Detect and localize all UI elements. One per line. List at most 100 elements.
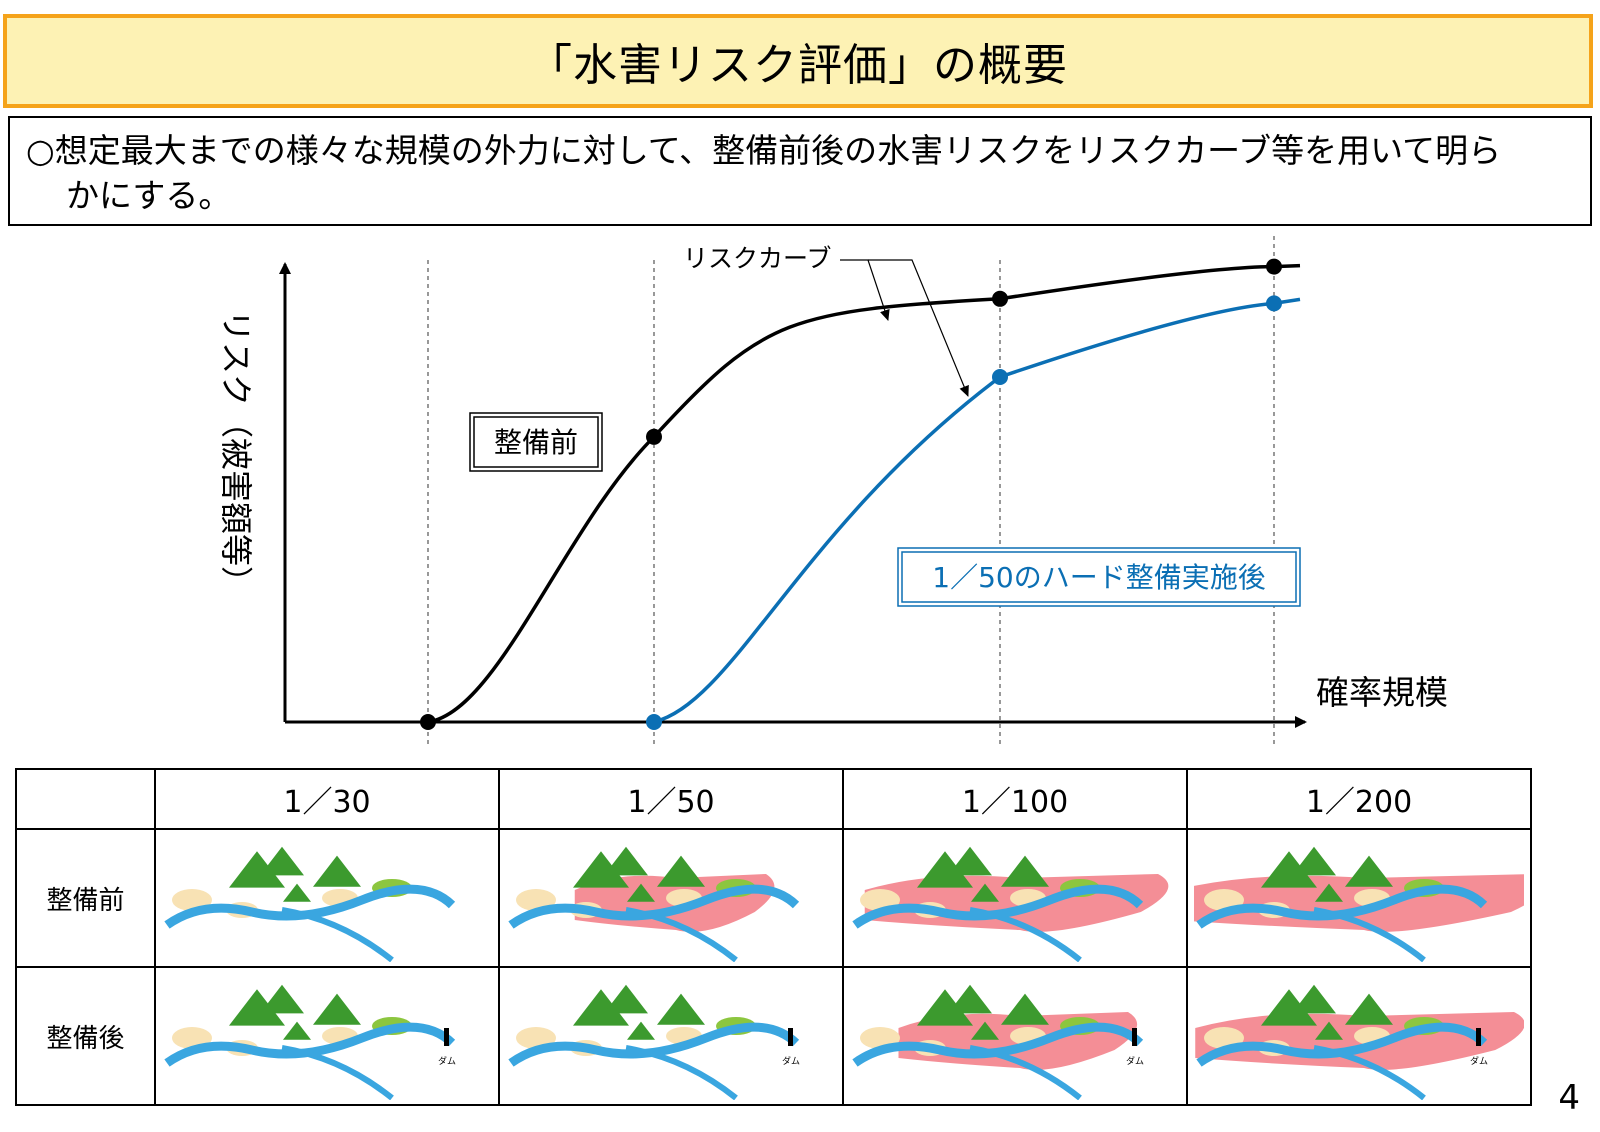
flood-illustration bbox=[154, 828, 500, 968]
table-corner bbox=[15, 768, 156, 830]
mountain-icon bbox=[1261, 851, 1317, 888]
curve-after bbox=[653, 297, 1301, 724]
mountain-icon bbox=[573, 989, 629, 1026]
table-row: 整備前 bbox=[15, 828, 1544, 968]
river-scene: ダム bbox=[508, 984, 800, 1101]
flood-illustration bbox=[842, 828, 1188, 968]
river-scene: ダム bbox=[1195, 984, 1525, 1101]
column-header: 1／30 bbox=[154, 768, 500, 830]
mountain-icon bbox=[1292, 846, 1336, 876]
column-header: 1／50 bbox=[498, 768, 844, 830]
mountain-icon bbox=[604, 984, 648, 1014]
mountain-icon bbox=[229, 989, 285, 1026]
risk-curve-callout: リスクカーブ bbox=[683, 244, 832, 273]
river-branch bbox=[281, 907, 394, 963]
dam-icon bbox=[788, 1028, 793, 1046]
river-branch bbox=[1313, 1045, 1426, 1101]
mountain-icon bbox=[971, 883, 999, 902]
flood-illustration: ダム bbox=[1186, 966, 1532, 1106]
mountain-icon bbox=[1001, 993, 1049, 1025]
summary-box: ○想定最大までの様々な規模の外力に対して、整備前後の水害リスクをリスクカーブ等を… bbox=[8, 116, 1592, 226]
dam-icon bbox=[1476, 1028, 1481, 1046]
mountain-icon bbox=[1001, 855, 1049, 887]
dam-icon bbox=[1132, 1028, 1137, 1046]
river-branch bbox=[969, 1045, 1082, 1101]
mountain-icon bbox=[283, 1021, 311, 1040]
mountain-icon bbox=[260, 846, 304, 876]
river-scene bbox=[1175, 846, 1544, 963]
river-scene: ダム bbox=[852, 984, 1144, 1101]
dam-icon bbox=[444, 1028, 449, 1046]
page-title: 「水害リスク評価」の概要 bbox=[528, 40, 1068, 91]
river-main bbox=[164, 1022, 456, 1067]
dam-label: ダム bbox=[782, 1055, 800, 1067]
y-axis-label: リスク（被害額等） bbox=[217, 310, 255, 598]
flood-illustration bbox=[1175, 828, 1544, 968]
river-branch bbox=[1313, 907, 1426, 963]
mountain-icon bbox=[627, 1021, 655, 1040]
summary-line-2: かにする。 bbox=[66, 176, 232, 215]
dam-label: ダム bbox=[1470, 1055, 1488, 1067]
river-main bbox=[164, 884, 456, 929]
scale-guide-lines bbox=[427, 236, 1275, 748]
curve-before bbox=[427, 263, 1301, 724]
row-label-after: 整備後 bbox=[15, 966, 156, 1106]
column-header: 1／200 bbox=[1186, 768, 1532, 830]
river-main bbox=[508, 1022, 800, 1067]
point-after-1／100 bbox=[992, 369, 1008, 385]
point-after-1／50 bbox=[646, 714, 662, 730]
summary-line-1: ○想定最大までの様々な規模の外力に対して、整備前後の水害リスクをリスクカーブ等を… bbox=[26, 131, 1502, 170]
flood-illustration: ダム bbox=[842, 966, 1188, 1106]
mountain-icon bbox=[657, 993, 705, 1025]
point-before-1／30 bbox=[420, 714, 436, 730]
curve-points bbox=[420, 258, 1282, 730]
title-banner: 「水害リスク評価」の概要 bbox=[3, 14, 1593, 108]
callout-arrow-after bbox=[868, 259, 969, 397]
river-branch bbox=[281, 1045, 394, 1101]
point-before-1／50 bbox=[646, 428, 662, 445]
row-label-before: 整備前 bbox=[15, 828, 156, 968]
legend-before: 整備前 bbox=[469, 412, 603, 472]
scale-comparison-table: 1／30 1／50 1／100 1／200 整備前 整備後 ダム ダム ダム ダ… bbox=[15, 768, 1544, 1106]
river-scene bbox=[164, 846, 456, 963]
mountain-icon bbox=[604, 846, 648, 876]
mountain-icon bbox=[627, 883, 655, 902]
mountain-icon bbox=[948, 846, 992, 876]
river-branch bbox=[625, 907, 738, 963]
table-row: 整備後 ダム ダム ダム ダム bbox=[15, 966, 1532, 1106]
river-scene: ダム bbox=[164, 984, 456, 1101]
flood-illustration: ダム bbox=[498, 966, 844, 1106]
mountain-icon bbox=[1261, 989, 1317, 1026]
mountain-icon bbox=[573, 851, 629, 888]
point-after-1／200 bbox=[1266, 295, 1282, 312]
legend-after: 1／50のハード整備実施後 bbox=[897, 547, 1301, 607]
mountain-icon bbox=[948, 984, 992, 1014]
column-header: 1／100 bbox=[842, 768, 1188, 830]
mountain-icon bbox=[229, 851, 285, 888]
mountain-icon bbox=[283, 883, 311, 902]
mountain-icon bbox=[971, 1021, 999, 1040]
risk-curve-chart: 確率規模 リスク（被害額等） リスクカーブ 整備前 1／50のハード整備実施後 bbox=[217, 236, 1448, 748]
river-scene bbox=[508, 846, 800, 963]
river-branch bbox=[625, 1045, 738, 1101]
mountain-icon bbox=[260, 984, 304, 1014]
mountain-icon bbox=[1315, 1021, 1343, 1040]
page-number: 4 bbox=[1558, 1078, 1580, 1118]
flood-illustration bbox=[498, 828, 844, 968]
legend-before-label: 整備前 bbox=[494, 426, 578, 459]
mountain-icon bbox=[917, 851, 973, 888]
mountain-icon bbox=[1345, 855, 1393, 887]
river-scene bbox=[852, 846, 1169, 963]
river-branch bbox=[969, 907, 1082, 963]
x-axis-label: 確率規模 bbox=[1316, 673, 1448, 712]
point-before-1／200 bbox=[1266, 258, 1282, 275]
dam-label: ダム bbox=[438, 1055, 456, 1067]
mountain-icon bbox=[1292, 984, 1336, 1014]
mountain-icon bbox=[917, 989, 973, 1026]
mountain-icon bbox=[1315, 883, 1343, 902]
flood-illustration: ダム bbox=[154, 966, 500, 1106]
mountain-icon bbox=[657, 855, 705, 887]
dam-label: ダム bbox=[1126, 1055, 1144, 1067]
mountain-icon bbox=[313, 993, 361, 1025]
mountain-icon bbox=[313, 855, 361, 887]
